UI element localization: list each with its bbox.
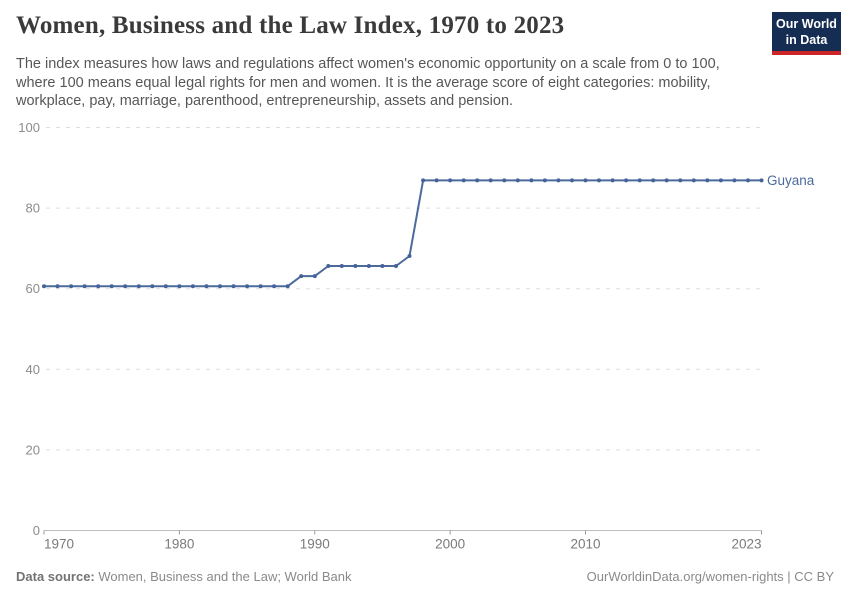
data-point[interactable]: [272, 284, 277, 289]
data-point[interactable]: [42, 284, 46, 289]
data-point[interactable]: [448, 178, 453, 183]
data-point[interactable]: [339, 264, 344, 268]
data-point[interactable]: [69, 284, 74, 289]
page-title: Women, Business and the Law Index, 1970 …: [16, 12, 565, 39]
data-source-label: Data source:: [16, 569, 95, 584]
data-point[interactable]: [231, 284, 236, 289]
owid-logo[interactable]: Our World in Data: [772, 12, 841, 55]
data-point[interactable]: [109, 284, 114, 289]
data-point[interactable]: [245, 284, 250, 289]
data-point[interactable]: [475, 178, 480, 183]
data-point[interactable]: [394, 264, 398, 268]
x-axis-label-1980: 1980: [164, 537, 194, 552]
y-axis-label-20: 20: [26, 442, 40, 457]
data-point[interactable]: [204, 284, 209, 289]
data-point[interactable]: [82, 284, 87, 289]
data-point[interactable]: [163, 284, 168, 289]
data-point[interactable]: [678, 178, 683, 183]
data-point[interactable]: [488, 178, 493, 183]
data-point[interactable]: [502, 178, 507, 183]
x-axis-label-2000: 2000: [435, 537, 465, 552]
data-point[interactable]: [190, 284, 195, 289]
data-point[interactable]: [380, 264, 385, 268]
y-axis-label-0: 0: [33, 523, 40, 538]
x-axis-label-1990: 1990: [300, 537, 330, 552]
data-point[interactable]: [96, 284, 101, 289]
data-point[interactable]: [651, 178, 656, 183]
data-point[interactable]: [759, 178, 764, 183]
data-point[interactable]: [732, 178, 737, 183]
data-point[interactable]: [556, 178, 561, 183]
data-point[interactable]: [718, 178, 723, 183]
data-point[interactable]: [123, 284, 128, 289]
chart-subtitle: The index measures how laws and regulati…: [16, 56, 720, 109]
data-point[interactable]: [515, 178, 520, 183]
data-point[interactable]: [434, 178, 439, 183]
data-point[interactable]: [542, 178, 547, 183]
data-point[interactable]: [177, 284, 182, 289]
data-point[interactable]: [746, 178, 750, 183]
rights-link[interactable]: OurWorldinData.org/women-rights | CC BY: [586, 569, 834, 584]
y-axis-label-80: 80: [26, 201, 40, 216]
y-axis-label-100: 100: [18, 120, 40, 135]
data-source-value: Women, Business and the Law; World Bank: [94, 569, 352, 584]
data-point[interactable]: [597, 178, 601, 183]
data-point[interactable]: [624, 178, 629, 183]
data-point[interactable]: [421, 178, 426, 183]
data-point[interactable]: [664, 178, 669, 183]
x-axis-label-1970: 1970: [44, 537, 74, 552]
series-line-guyana[interactable]: [43, 179, 763, 288]
data-point[interactable]: [637, 178, 642, 183]
data-point[interactable]: [258, 284, 263, 289]
data-point[interactable]: [691, 178, 696, 183]
data-point[interactable]: [136, 284, 141, 289]
owid-logo-line2: in Data: [785, 33, 828, 47]
data-point[interactable]: [610, 178, 615, 183]
y-axis-label-60: 60: [26, 281, 40, 296]
data-point[interactable]: [312, 274, 317, 279]
data-point[interactable]: [583, 178, 588, 183]
data-point[interactable]: [461, 178, 466, 183]
data-source: Data source: Women, Business and the Law…: [16, 569, 352, 584]
x-axis-label-2010: 2010: [570, 537, 600, 552]
data-point[interactable]: [705, 178, 710, 183]
data-point[interactable]: [150, 284, 155, 289]
data-point[interactable]: [299, 274, 304, 279]
data-point[interactable]: [529, 178, 534, 183]
owid-logo-line1: Our World: [776, 17, 837, 31]
y-axis-label-40: 40: [26, 362, 40, 377]
data-point[interactable]: [366, 264, 371, 268]
x-axis-label-2023: 2023: [731, 537, 761, 552]
data-point[interactable]: [570, 178, 574, 183]
data-point[interactable]: [326, 264, 331, 268]
data-point[interactable]: [285, 284, 290, 289]
data-point[interactable]: [218, 284, 222, 289]
series-label-guyana[interactable]: Guyana: [767, 173, 815, 188]
data-point[interactable]: [353, 264, 358, 268]
data-point[interactable]: [407, 254, 412, 258]
data-point[interactable]: [55, 284, 60, 289]
